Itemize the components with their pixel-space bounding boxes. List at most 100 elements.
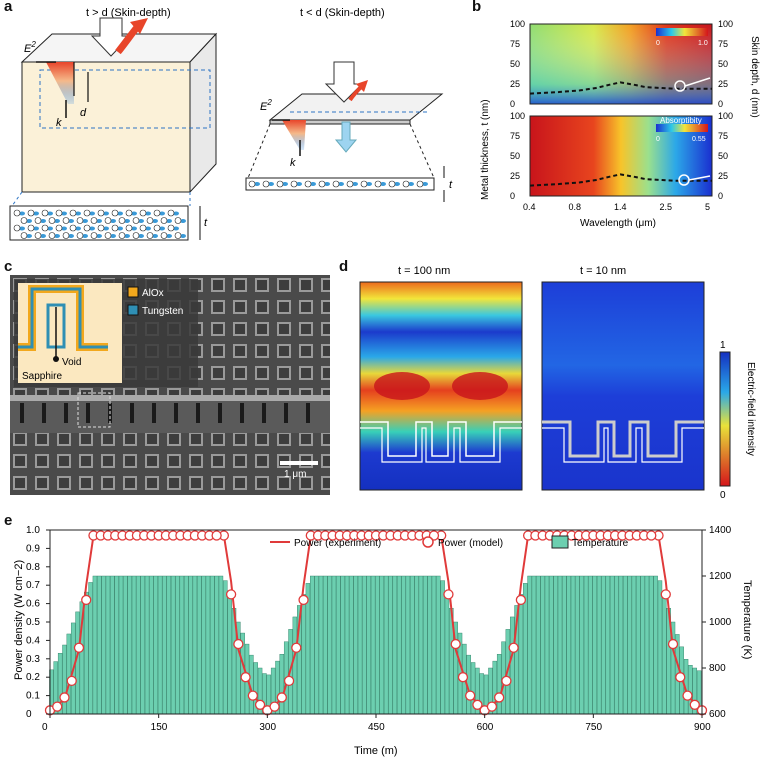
power-model-point [508, 642, 519, 653]
temperature-bar [418, 575, 424, 715]
temperature-bar [431, 575, 437, 715]
b-top-cb-title: Reflectance [660, 15, 703, 24]
temperature-bar [153, 575, 158, 715]
ion [13, 209, 21, 217]
legend-power-model: Power (model) [438, 538, 503, 549]
b-ytick-right: 100 [718, 19, 733, 29]
temperature-bar [323, 575, 328, 715]
e-ytick: 0 [26, 709, 32, 720]
ion [111, 224, 119, 232]
b-ytick-left: 75 [510, 39, 520, 49]
electron [26, 234, 32, 238]
b-ytick-left: 100 [510, 19, 525, 29]
temperature-bar [144, 575, 150, 715]
b-ytick-right: 100 [718, 111, 733, 121]
e-ytick: 1.0 [26, 525, 40, 536]
electron [89, 226, 95, 231]
ion [160, 232, 168, 239]
void-slot [42, 403, 46, 423]
temperature-bar [518, 594, 524, 715]
temperature-bar [544, 575, 550, 715]
temperature-bar [618, 575, 624, 715]
temperature-bar [531, 575, 537, 715]
ion [118, 232, 126, 239]
temperature-bar [114, 575, 119, 715]
temperature-bar [570, 575, 576, 715]
b-ylabel-right: Skin depth, d (nm) [749, 36, 760, 118]
temperature-bar [183, 575, 189, 715]
panel-c-sem: Void Sapphire AlOx Tungsten 1 μm [10, 275, 330, 495]
power-model-point [52, 701, 63, 712]
temperature-bar [162, 575, 167, 715]
power-model-point [646, 530, 657, 541]
b-ytick-right: 50 [718, 151, 728, 161]
ion [76, 232, 84, 239]
power-model-point [660, 589, 671, 600]
ion [41, 224, 49, 232]
b-ytick-left: 100 [510, 111, 525, 121]
b-ytick-left: 75 [510, 131, 520, 141]
temperature-bar [210, 575, 215, 715]
power-model-point [225, 589, 237, 600]
ion [90, 232, 98, 239]
b-top-cb-max: 1.0 [698, 40, 708, 47]
temperature-bar [279, 653, 285, 715]
panel-label-d: d [339, 258, 349, 275]
temperature-bar [640, 575, 645, 715]
e-y2tick: 600 [709, 709, 726, 720]
electron-rows [13, 209, 186, 239]
void-slot [130, 403, 134, 423]
electron [33, 226, 39, 231]
electron [110, 219, 116, 223]
void-label: Void [62, 357, 81, 368]
temperature-bar [636, 575, 641, 715]
temperature-bar [557, 575, 563, 715]
d-cb-title: Electric-field intensity [745, 362, 756, 456]
electron [394, 182, 400, 186]
ion [69, 224, 77, 232]
power-model-point [291, 642, 302, 653]
ion [160, 217, 168, 224]
power-model-point [240, 672, 251, 683]
temperature-bar [410, 575, 415, 715]
b-xlabel: Wavelength (μm) [580, 218, 656, 229]
temperature-bar [401, 575, 406, 715]
power-model-point [211, 530, 222, 541]
right-title: t < d (Skin-depth) [300, 7, 385, 19]
e-xtick: 600 [477, 722, 494, 733]
temperature-bar [383, 575, 389, 715]
electron [61, 226, 67, 231]
temperature-bar [192, 575, 198, 715]
temperature-bar [614, 575, 619, 715]
e-ytick: 0.5 [26, 617, 40, 628]
electron [138, 219, 144, 223]
d-cb-min: 0 [720, 490, 726, 498]
temperature-bar [527, 575, 532, 715]
temperature-bar [201, 575, 206, 715]
temperature-bar [227, 594, 232, 715]
temperature-bar [414, 575, 419, 715]
temperature-bar [197, 575, 202, 715]
temperature-bar [644, 575, 650, 715]
temperature-bar [179, 575, 185, 715]
temperature-bar [427, 575, 432, 715]
power-model-point [515, 594, 527, 606]
electron [110, 234, 116, 238]
temperature-bar [92, 575, 98, 715]
panel-label-e: e [4, 512, 13, 529]
power-model-point [501, 675, 512, 687]
power-model-point [443, 589, 454, 600]
e-xtick: 450 [368, 722, 385, 733]
e-xtick: 900 [694, 722, 711, 733]
sapphire-label: Sapphire [22, 371, 62, 382]
panel-e-chart: 0 150 300 450 600 750 900 0 0.1 0.2 0.3 0.4 0.5 0.6 0.… [13, 525, 753, 757]
temperature-bar [205, 575, 211, 715]
ion [27, 209, 35, 217]
temperature-bar [536, 575, 541, 715]
e-ytick: 0.1 [26, 691, 40, 702]
electron [61, 211, 67, 216]
temperature-bar [118, 575, 124, 715]
panel-label-c: c [4, 258, 13, 275]
b-ytick-right: 75 [718, 39, 728, 49]
power-model-point [233, 638, 244, 650]
